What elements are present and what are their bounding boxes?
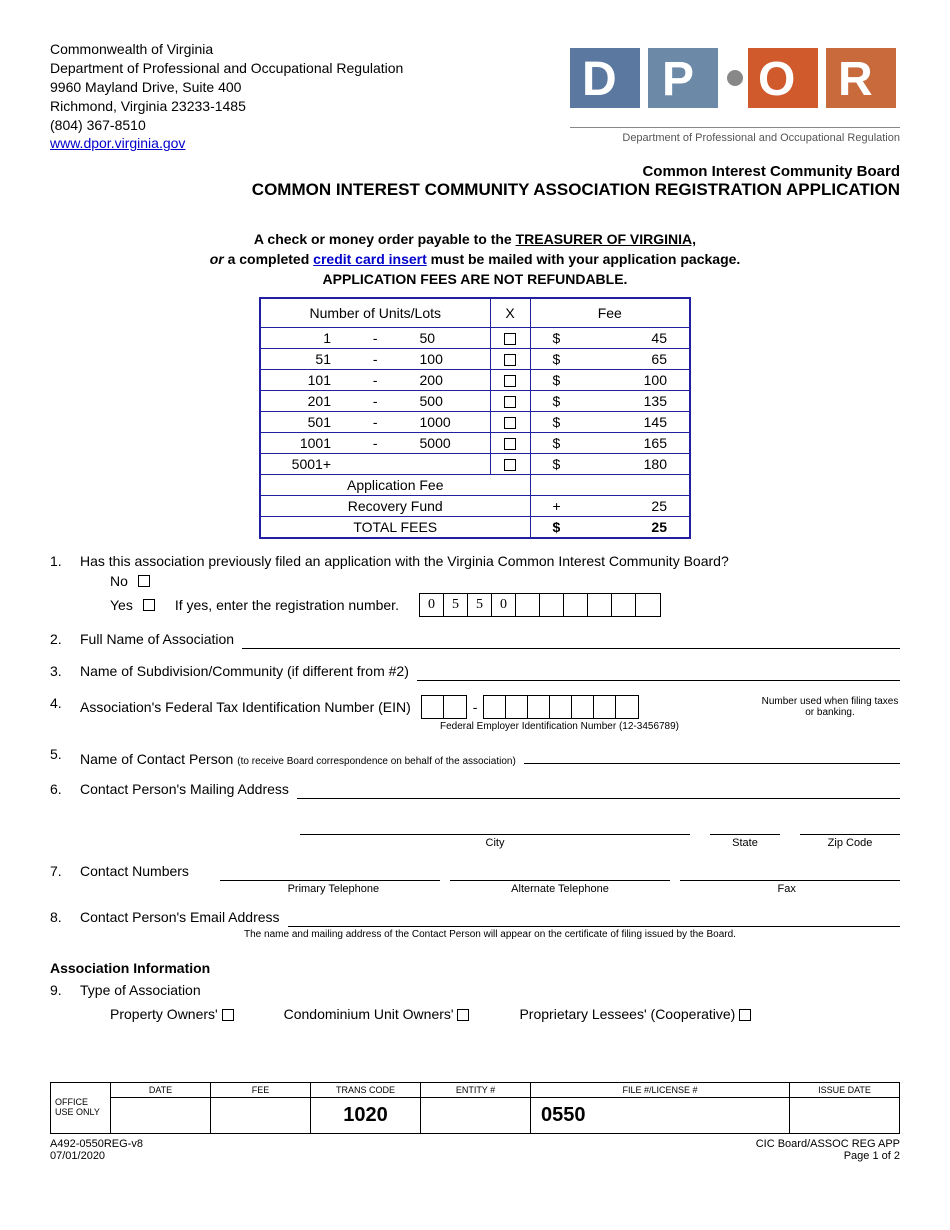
q1-yes-checkbox[interactable] [143,599,155,611]
dpor-logo: D P O R Department of Professional and O… [570,40,900,144]
q8-text: Contact Person's Email Address [80,909,280,925]
addr-phone: (804) 367-8510 [50,116,403,135]
page-number: Page 1 of 2 [756,1150,900,1162]
ein-suffix-input[interactable] [483,695,639,719]
subdivision-name-input[interactable] [417,663,900,681]
state-input[interactable] [710,817,780,835]
q4-caption: Federal Employer Identification Number (… [440,721,900,732]
q9-num: 9. [50,982,80,998]
fee-table: Number of Units/Lots X Fee 1-50$4551-100… [259,297,691,539]
file-license-value: 0550 [531,1098,790,1134]
q5-num: 5. [50,746,80,762]
q3-text: Name of Subdivision/Community (if differ… [80,663,409,679]
svg-text:R: R [838,53,873,106]
fee-tier-checkbox[interactable] [504,417,516,429]
total-label: TOTAL FEES [260,517,530,539]
recovery-label: Recovery Fund [260,496,530,517]
q9-text: Type of Association [80,982,900,998]
type-property-owners-checkbox[interactable] [222,1009,234,1021]
q5-text: Name of Contact Person [80,751,233,767]
q8-note: The name and mailing address of the Cont… [80,929,900,940]
office-use-table: OFFICE USE ONLY DATE FEE TRANS CODE ENTI… [50,1082,900,1134]
type-condo-owners-checkbox[interactable] [457,1009,469,1021]
q3-num: 3. [50,663,80,679]
form-id: A492-0550REG-v8 [50,1138,143,1150]
q6-num: 6. [50,781,80,797]
association-name-input[interactable] [242,631,900,649]
email-input[interactable] [288,909,900,927]
alternate-phone-input[interactable] [450,863,670,881]
credit-card-insert-link[interactable]: credit card insert [313,251,427,267]
addr-line1: Commonwealth of Virginia [50,40,403,59]
q1-yes-prompt: If yes, enter the registration number. [175,597,399,613]
th-x: X [490,298,530,328]
svg-text:O: O [758,53,795,106]
dpor-logo-icon: D P O R [570,40,900,120]
q6-text: Contact Person's Mailing Address [80,781,289,797]
q7-num: 7. [50,863,80,879]
form-title: COMMON INTEREST COMMUNITY ASSOCIATION RE… [50,180,900,200]
fee-tier-checkbox[interactable] [504,354,516,366]
agency-address: Commonwealth of Virginia Department of P… [50,40,403,153]
svg-text:D: D [582,53,617,106]
type-property-owners-label: Property Owners' [110,1006,218,1022]
city-input[interactable] [300,817,690,835]
q1-no-checkbox[interactable] [138,575,150,587]
q4-note: Number used when filing taxes or banking… [760,696,900,718]
ein-prefix-input[interactable] [421,695,467,719]
app-fee-label: Application Fee [260,475,530,496]
trans-code-value: 1020 [311,1098,421,1134]
q1-text: Has this association previously filed an… [80,553,900,569]
q4-text: Association's Federal Tax Identification… [80,699,411,715]
contact-person-name-input[interactable] [524,746,900,764]
fee-instructions: A check or money order payable to the TR… [50,230,900,289]
addr-line4: Richmond, Virginia 23233-1485 [50,97,403,116]
fee-tier-checkbox[interactable] [504,333,516,345]
form-date: 07/01/2020 [50,1150,143,1162]
primary-phone-input[interactable] [220,863,440,881]
q2-text: Full Name of Association [80,631,234,647]
q7-text: Contact Numbers [80,863,220,879]
fee-tier-checkbox[interactable] [504,375,516,387]
registration-number-input[interactable]: 0550 [419,593,661,617]
footer-app-name: CIC Board/ASSOC REG APP [756,1138,900,1150]
th-fee: Fee [530,298,690,328]
q5-note: (to receive Board correspondence on beha… [237,756,516,767]
office-use-label: OFFICE USE ONLY [51,1083,111,1134]
board-name: Common Interest Community Board [50,163,900,180]
svg-text:P: P [662,53,694,106]
addr-line2: Department of Professional and Occupatio… [50,59,403,78]
q1-no-label: No [110,573,128,589]
q8-num: 8. [50,909,80,925]
q1-num: 1. [50,553,80,569]
type-proprietary-lessees-checkbox[interactable] [739,1009,751,1021]
zip-input[interactable] [800,817,900,835]
q4-num: 4. [50,695,80,711]
agency-url-link[interactable]: www.dpor.virginia.gov [50,135,185,151]
q1-yes-label: Yes [110,597,133,613]
mailing-address-line1-input[interactable] [297,781,900,799]
th-units: Number of Units/Lots [260,298,490,328]
fee-tier-checkbox[interactable] [504,396,516,408]
logo-caption: Department of Professional and Occupatio… [570,127,900,144]
fee-tier-checkbox[interactable] [504,459,516,471]
addr-line3: 9960 Mayland Drive, Suite 400 [50,78,403,97]
type-proprietary-lessees-label: Proprietary Lessees' (Cooperative) [519,1006,735,1022]
fee-tier-checkbox[interactable] [504,438,516,450]
assoc-info-heading: Association Information [50,960,900,976]
type-condo-owners-label: Condominium Unit Owners' [284,1006,454,1022]
fax-input[interactable] [680,863,900,881]
q2-num: 2. [50,631,80,647]
